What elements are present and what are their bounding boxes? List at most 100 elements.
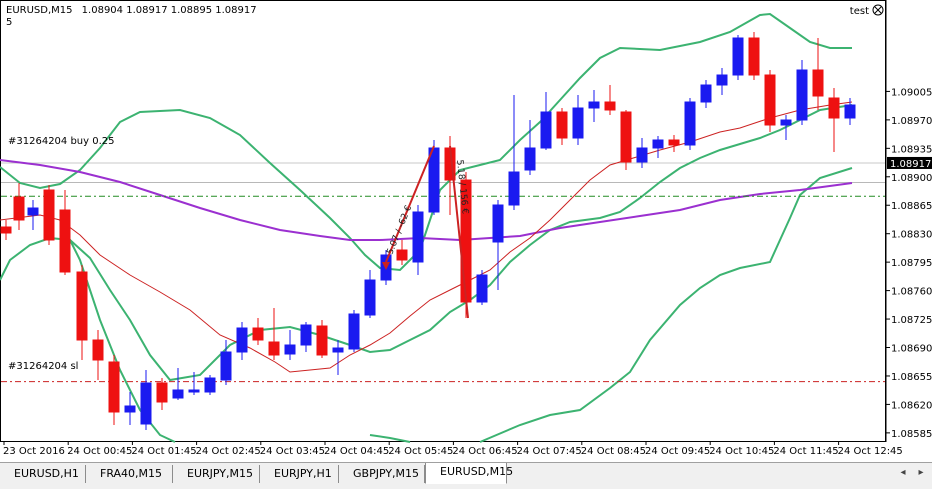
candle [652,136,664,158]
candle [220,340,232,385]
price-tick-label: 1.09005 [891,87,932,98]
candle [844,98,856,125]
bollinger-lower-left [59,219,176,443]
candle [428,140,440,215]
price-tick-label: 1.08900 [891,173,932,184]
time-tick-label: 24 Oct 03:45 [260,446,325,457]
candle-body [300,324,312,346]
candle [476,270,488,305]
candle [284,330,296,360]
candle [252,318,264,345]
candle-body [764,74,776,126]
candle-body [732,37,744,76]
candle [92,330,104,380]
indicator-sub-value: 5 [6,17,12,28]
candles [0,32,856,430]
candle-body [348,313,360,350]
candle [268,308,280,360]
price-tick-label: 1.08620 [891,400,932,411]
time-tick-label: 24 Oct 02:45 [196,446,261,457]
price-chart[interactable]: 5.07 / -62 €5.18 / 156 € 1.090051.089701… [0,0,932,462]
candle-body [108,361,120,413]
candle [236,322,248,360]
candle [108,355,120,425]
candle-body [236,327,248,353]
candle [828,88,840,152]
candle-body [204,377,216,393]
buy-order-label: #31264204 buy 0.25 [8,136,115,147]
smiley-icon[interactable] [872,4,884,16]
candle-body [748,37,760,76]
candle-body [172,389,184,399]
price-tick-label: 1.08865 [891,201,932,212]
time-tick-label: 24 Oct 10:45 [709,446,774,457]
candle-body [43,189,55,241]
candle-body [572,107,584,139]
time-tick-label: 24 Oct 00:45 [67,446,132,457]
chart-tab[interactable]: EURUSD,M15 [425,463,513,484]
candle [492,200,504,290]
bollinger-lower-mid [369,434,411,443]
ea-name: test [850,6,869,17]
time-tick-label: 24 Oct 01:45 [131,446,196,457]
candle [348,310,360,352]
candle [172,368,184,400]
chart-tab[interactable]: FRA40,M15 [86,465,173,483]
candle-body [700,84,712,103]
candle [636,138,648,168]
candle [572,95,584,145]
candle-body [620,111,632,163]
candle-body [412,211,424,263]
candle [0,220,12,240]
candle-body [844,104,856,119]
candle [364,270,376,318]
candle-body [796,69,808,121]
candle-body [220,351,232,381]
candle-body [588,101,600,109]
chart-tab[interactable]: EURJPY,H1 [260,465,339,483]
candle-body [604,101,616,111]
time-tick-label: 24 Oct 04:45 [324,446,389,457]
current-price-label: 1.08917 [890,159,931,170]
candle [732,35,744,80]
trade-exit-line [449,145,469,319]
candle-body [828,97,840,119]
candle [812,38,824,110]
candle-body [476,274,488,303]
candle [124,392,136,425]
candle-body [508,171,520,206]
price-tick-label: 1.08935 [891,144,932,155]
candle [43,185,55,245]
candle [620,110,632,170]
candle-body [284,344,296,355]
candle-body [0,226,12,234]
candle-body [556,111,568,139]
candle-body [812,69,824,97]
price-tick-label: 1.08830 [891,230,932,241]
candle [59,190,71,275]
tab-scroll-right-icon[interactable]: ▸ [918,467,924,478]
candle-body [124,405,136,413]
candle-body [540,111,552,149]
chart-tab-bar: EURUSD,H1 FRA40,M15 EURJPY,M15 EURJPY,H1 GBP… [0,462,932,489]
candle-body [492,204,504,243]
time-tick-label: 24 Oct 09:45 [645,446,710,457]
candle [604,85,616,115]
chart-tab[interactable]: GBPJPY,M15 [339,465,425,483]
tab-scroll-left-icon[interactable]: ◂ [900,467,906,478]
candle [524,120,536,175]
candle-body [364,279,376,316]
time-tick-label: 24 Oct 11:45 [773,446,838,457]
bollinger-lower-right [479,167,853,443]
chart-tab[interactable]: EURJPY,M15 [173,465,260,483]
symbol-timeframe: EURUSD,M15 [6,5,72,16]
chart-tab[interactable]: EURUSD,H1 [0,465,86,483]
price-tick-label: 1.08795 [891,258,932,269]
sl-order-label: #31264204 sl [8,361,78,372]
candle-body [668,139,680,146]
candle-body [716,74,728,86]
candle [716,68,728,95]
price-tick-label: 1.08655 [891,372,932,383]
candle [188,372,200,395]
